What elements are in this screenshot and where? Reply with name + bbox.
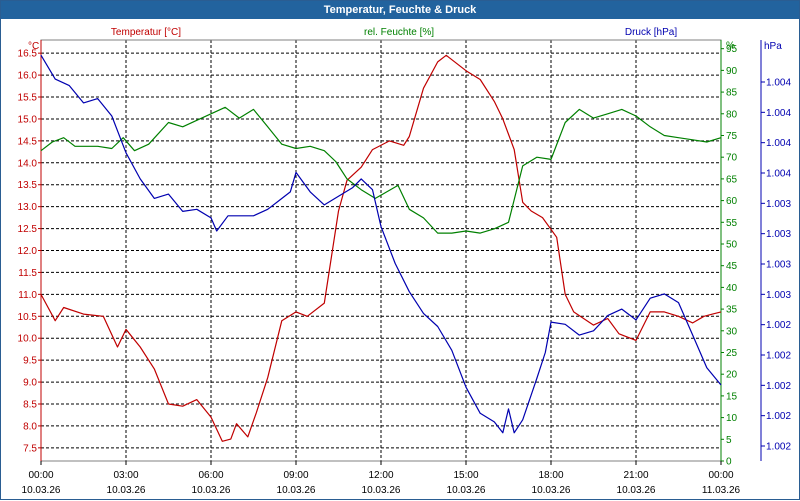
humidity-tick-label: 35 [726,305,738,316]
humidity-tick-label: 90 [726,66,738,77]
pressure-series-line [40,54,722,434]
humidity-tick-label: 0 [726,457,732,468]
humidity-tick-label: 10 [726,413,738,424]
temperature-tick-label: 10.0 [18,334,38,345]
pressure-tick-label: 1.003 [766,290,791,301]
temperature-tick-label: 8.0 [23,421,37,432]
temperature-tick-label: 7.5 [23,443,37,454]
x-tick-time: 03:00 [113,470,138,481]
x-tick-time: 06:00 [198,470,223,481]
pressure-tick-label: 1.002 [766,320,791,331]
temperature-series-line [40,54,722,442]
temperature-tick-label: 13.0 [18,202,38,213]
pressure-tick-label: 1.003 [766,199,791,210]
x-tick-time: 00:00 [708,470,733,481]
humidity-tick-label: 30 [726,326,738,337]
temperature-unit-label: °C [28,41,39,52]
temperature-tick-label: 13.5 [18,180,38,191]
pressure-tick-label: 1.004 [766,169,791,180]
x-tick-time: 18:00 [538,470,563,481]
pressure-unit-label: hPa [764,41,782,52]
pressure-tick-label: 1.002 [766,411,791,422]
pressure-tick-label: 1.004 [766,108,791,119]
temperature-tick-label: 16.5 [18,49,38,60]
temperature-tick-label: 8.5 [23,399,37,410]
pressure-tick-label: 1.003 [766,260,791,271]
x-tick-time: 12:00 [368,470,393,481]
humidity-tick-label: 70 [726,153,738,164]
x-tick-date: 10.03.26 [532,485,571,496]
humidity-tick-label: 95 [726,44,738,55]
legend-label: Druck [hPa] [625,27,677,38]
temperature-tick-label: 16.0 [18,71,38,82]
humidity-tick-label: 65 [726,174,738,185]
humidity-tick-label: 80 [726,109,738,120]
x-tick-time: 09:00 [283,470,308,481]
pressure-tick-label: 1.002 [766,351,791,362]
humidity-tick-label: 20 [726,370,738,381]
temperature-tick-label: 12.5 [18,224,38,235]
humidity-tick-label: 5 [726,435,732,446]
humidity-tick-label: 55 [726,218,738,229]
temperature-tick-label: 9.0 [23,378,37,389]
temperature-tick-label: 9.5 [23,356,37,367]
x-tick-time: 21:00 [623,470,648,481]
x-tick-time: 00:00 [28,470,53,481]
x-tick-date: 10.03.26 [192,485,231,496]
x-tick-date: 10.03.26 [277,485,316,496]
pressure-tick-label: 1.004 [766,138,791,149]
humidity-tick-label: 40 [726,283,738,294]
temperature-tick-label: 15.0 [18,114,38,125]
temperature-tick-label: 15.5 [18,93,38,104]
x-tick-date: 10.03.26 [22,485,61,496]
legend-label: rel. Feuchte [%] [364,27,434,38]
humidity-tick-label: 60 [726,196,738,207]
humidity-tick-label: 25 [726,348,738,359]
temperature-tick-label: 14.0 [18,158,38,169]
humidity-tick-label: 50 [726,239,738,250]
legend-label: Temperatur [°C] [111,27,181,38]
temperature-tick-label: 12.0 [18,246,38,257]
x-tick-date: 10.03.26 [362,485,401,496]
x-tick-date: 10.03.26 [447,485,486,496]
temperature-tick-label: 14.5 [18,136,38,147]
temperature-tick-label: 10.5 [18,312,38,323]
temperature-tick-label: 11.0 [18,290,37,301]
temperature-tick-label: 11.5 [18,268,37,279]
pressure-tick-label: 1.004 [766,78,791,89]
humidity-tick-label: 75 [726,131,738,142]
x-tick-date: 11.03.26 [702,485,741,496]
x-tick-date: 10.03.26 [107,485,146,496]
humidity-tick-label: 15 [726,391,738,402]
humidity-tick-label: % [726,41,735,52]
humidity-tick-label: 45 [726,261,738,272]
humidity-tick-label: 85 [726,88,738,99]
x-tick-date: 10.03.26 [617,485,656,496]
pressure-tick-label: 1.003 [766,229,791,240]
x-tick-time: 15:00 [453,470,478,481]
humidity-series-line [40,106,722,234]
pressure-tick-label: 1.002 [766,442,791,453]
pressure-tick-label: 1.002 [766,381,791,392]
chart-title: Temperatur, Feuchte & Druck [1,1,799,19]
